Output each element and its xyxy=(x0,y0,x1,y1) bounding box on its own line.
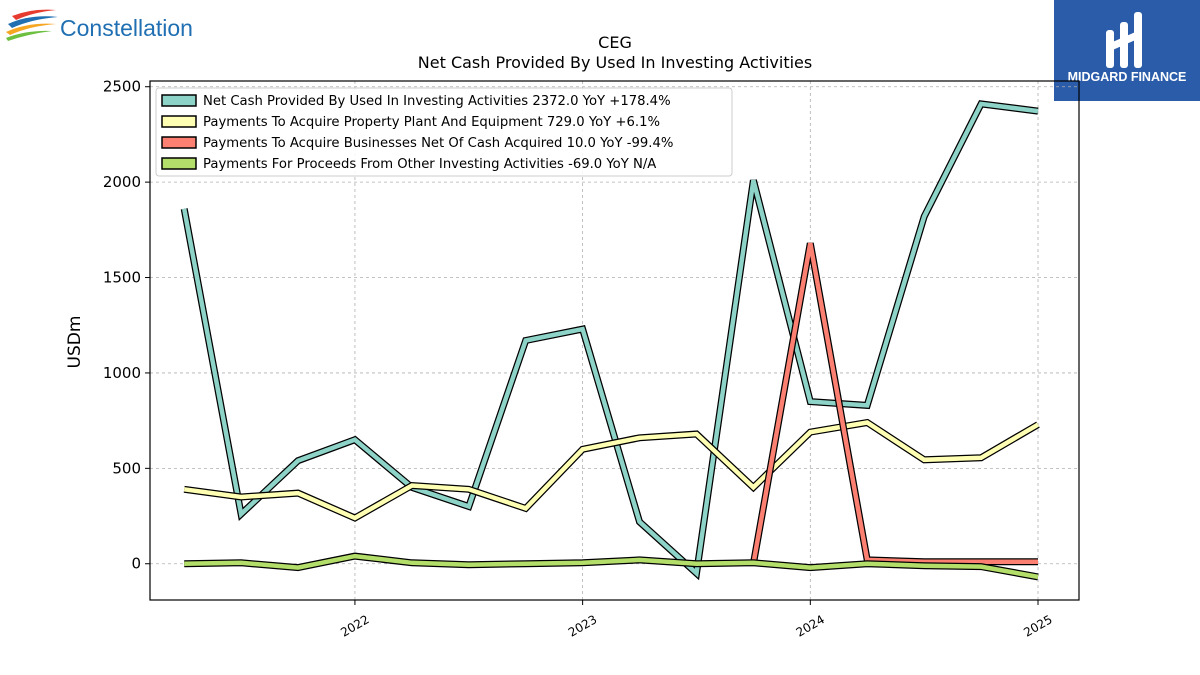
legend-label: Payments To Acquire Businesses Net Of Ca… xyxy=(203,136,673,151)
logo-swoosh-red xyxy=(12,9,56,20)
y-tick-label: 1500 xyxy=(103,269,141,287)
series-layer xyxy=(180,100,1040,581)
midgard-logo-mark: MIDGARD FINANCE xyxy=(1068,12,1187,84)
plot-frame xyxy=(149,80,1080,601)
series-line-4 xyxy=(184,552,1039,581)
series-line-stroke xyxy=(183,420,1040,521)
x-tick-label: 2024 xyxy=(794,612,827,639)
series-line-outline xyxy=(749,242,1038,566)
legend-swatch xyxy=(161,157,197,170)
series-line-stroke xyxy=(184,553,1039,580)
y-tick-label: 500 xyxy=(112,459,141,477)
company-name: Constellation xyxy=(60,15,193,41)
chart-subtitle: Net Cash Provided By Used In Investing A… xyxy=(418,53,812,72)
x-tick-label: 2025 xyxy=(1021,612,1054,639)
series-line-3 xyxy=(749,242,1038,566)
y-axis-label: USDm xyxy=(65,316,85,369)
logo-swoosh-orange xyxy=(6,23,56,35)
chart-title: CEG xyxy=(598,33,632,52)
x-tick-label: 2022 xyxy=(338,612,371,639)
legend-swatch xyxy=(161,136,197,149)
constellation-logo: Constellation xyxy=(6,9,193,41)
series-line-2 xyxy=(183,418,1040,522)
legend-label: Payments For Proceeds From Other Investi… xyxy=(203,157,656,172)
legend-label: Payments To Acquire Property Plant And E… xyxy=(203,115,660,130)
legend: Net Cash Provided By Used In Investing A… xyxy=(155,87,733,177)
y-tick-label: 0 xyxy=(131,555,141,573)
axis-layer: 0 500 1000 1500 2000 2500 2022 2023 2024 2025 xyxy=(103,78,1055,640)
y-tick-label: 2000 xyxy=(103,173,141,191)
publisher-name: MIDGARD FINANCE xyxy=(1068,70,1187,84)
series-line-stroke xyxy=(751,242,1038,565)
logo-swoosh-blue xyxy=(8,16,58,28)
y-tick-label: 1000 xyxy=(103,364,141,382)
legend-box xyxy=(155,87,733,177)
logo-swoosh-green xyxy=(6,30,52,41)
legend-label: Net Cash Provided By Used In Investing A… xyxy=(203,94,671,109)
series-line-stroke xyxy=(181,101,1039,578)
series-line-1 xyxy=(180,100,1039,581)
legend-swatch xyxy=(161,115,197,128)
midgard-finance-logo: MIDGARD FINANCE xyxy=(1054,0,1200,101)
x-tick-label: 2023 xyxy=(566,612,599,639)
y-tick-label: 2500 xyxy=(103,78,141,96)
legend-swatch xyxy=(161,94,197,107)
